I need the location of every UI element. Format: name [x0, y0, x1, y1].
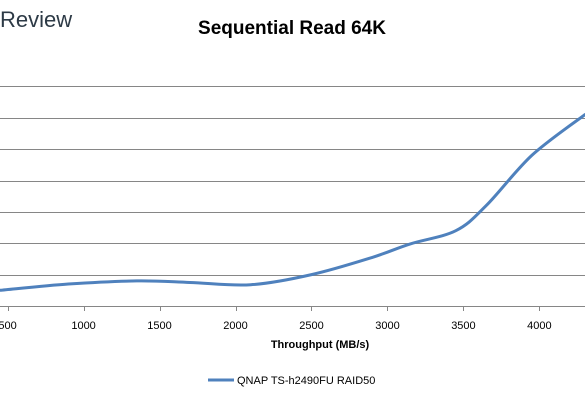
- legend-label-0: QNAP TS-h2490FU RAID50: [237, 375, 375, 387]
- x-tick-label-3: 2000: [223, 320, 247, 332]
- x-tick-labels: 500 1000 1500 2000 2500 3000 3500 4000: [0, 306, 552, 332]
- x-tick-label-5: 3000: [375, 320, 399, 332]
- x-tick-label-7: 4000: [527, 320, 551, 332]
- x-tick-label-4: 2500: [299, 320, 323, 332]
- x-tick-label-0: 500: [0, 320, 17, 332]
- x-tick-label-6: 3500: [451, 320, 475, 332]
- series-line-0: [0, 113, 585, 292]
- grid-layer: [0, 86, 585, 307]
- review-logo: Review: [0, 7, 72, 32]
- chart-title: Sequential Read 64K: [198, 18, 386, 39]
- series-layer: [0, 113, 585, 292]
- x-tick-label-2: 1500: [147, 320, 171, 332]
- legend: QNAP TS-h2490FU RAID50: [208, 375, 375, 387]
- x-tick-label-1: 1000: [71, 320, 95, 332]
- x-axis-label: Throughput (MB/s): [271, 339, 370, 351]
